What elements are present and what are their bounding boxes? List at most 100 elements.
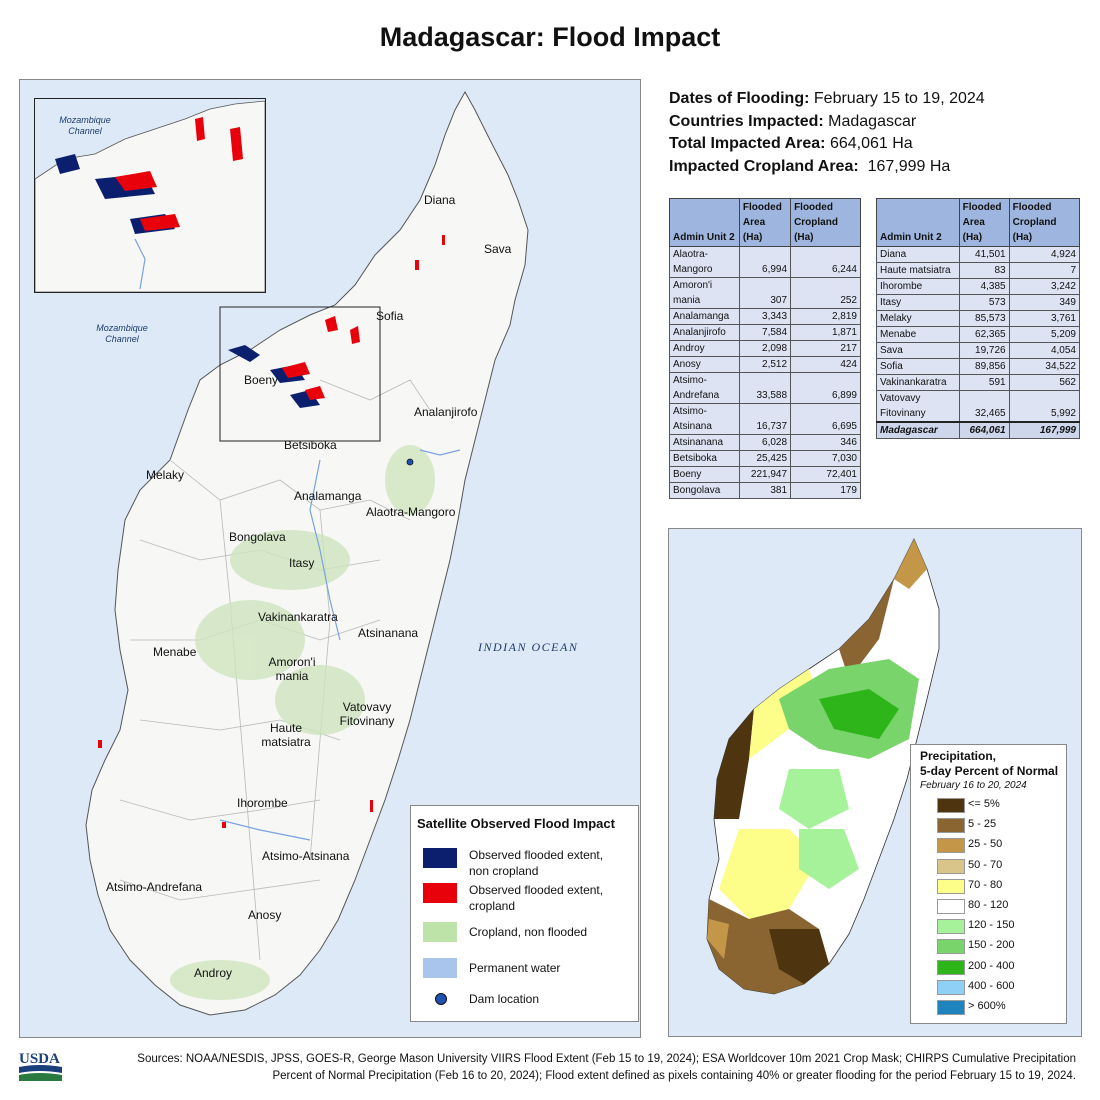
precip-legend-item: 400 - 600 bbox=[911, 977, 1066, 997]
table-row: Alaotra-Mangoro 6,994 6,244 bbox=[669, 246, 861, 278]
table-row: Melaky 85,573 3,761 bbox=[876, 310, 1081, 327]
legend-swatch bbox=[423, 922, 457, 942]
table-row: Anosy 2,512 424 bbox=[669, 356, 861, 373]
region-label-sofia: Sofia bbox=[376, 309, 404, 323]
region-label-androy: Androy bbox=[194, 966, 233, 980]
dates-value: February 15 to 19, 2024 bbox=[813, 90, 985, 107]
table-row: Haute matsiatra 83 7 bbox=[876, 262, 1081, 279]
inset-map: Mozambique Channel bbox=[34, 98, 266, 293]
legend-label: 5 - 25 bbox=[968, 818, 997, 831]
flood-summary: Dates of Flooding: February 15 to 19, 20… bbox=[669, 90, 985, 175]
dam-location-marker bbox=[406, 458, 414, 466]
precip-legend-item: 25 - 50 bbox=[911, 835, 1066, 855]
legend-swatch bbox=[423, 848, 457, 868]
precip-legend-item: 70 - 80 bbox=[911, 876, 1066, 896]
dam-icon bbox=[435, 993, 447, 1005]
precip-legend-item: 5 - 25 bbox=[911, 815, 1066, 835]
madagascar-outline bbox=[85, 90, 529, 1016]
svg-text:USDA: USDA bbox=[19, 1051, 60, 1067]
region-label-ihorombe: Ihorombe bbox=[237, 796, 288, 810]
region-label-haute-matsiatra: Haute matsiatra bbox=[261, 721, 311, 749]
legend-swatch bbox=[937, 818, 965, 834]
table-row: Sava 19,726 4,054 bbox=[876, 342, 1081, 359]
legend-label: 150 - 200 bbox=[968, 939, 1015, 952]
table-row: Menabe 62,365 5,209 bbox=[876, 326, 1081, 343]
region-label-vatovavy-fitovinany: Vatovavy Fitovinany bbox=[339, 700, 395, 728]
table-row: Atsinanana 6,028 346 bbox=[669, 434, 861, 451]
region-label-anosy: Anosy bbox=[248, 908, 282, 922]
legend-swatch bbox=[423, 883, 457, 903]
legend-swatch bbox=[937, 979, 965, 995]
table-row: Sofia 89,856 34,522 bbox=[876, 358, 1081, 375]
legend-swatch bbox=[937, 919, 965, 935]
region-label-atsinanana: Atsinanana bbox=[358, 626, 419, 640]
region-label-alaotra-mangoro: Alaotra-Mangoro bbox=[366, 505, 456, 519]
ocean-label: INDIAN OCEAN bbox=[478, 640, 579, 654]
usda-logo: USDA bbox=[19, 1051, 62, 1081]
precip-legend-item: 200 - 400 bbox=[911, 957, 1066, 977]
legend-label: 200 - 400 bbox=[968, 959, 1015, 972]
legend-swatch bbox=[423, 958, 457, 978]
legend-swatch bbox=[937, 898, 965, 914]
table-row: Atsimo-Atsinana 16,737 6,695 bbox=[669, 403, 861, 435]
legend-label: 80 - 120 bbox=[968, 898, 1009, 911]
legend-label: 120 - 150 bbox=[968, 919, 1015, 932]
precip-legend-item: 80 - 120 bbox=[911, 896, 1066, 916]
admin-table-left: Admin Unit 2 Flooded Area (Ha) Flooded C… bbox=[669, 198, 861, 499]
table-row: Analanjirofo 7,584 1,871 bbox=[669, 324, 861, 341]
region-label-itasy: Itasy bbox=[289, 556, 315, 570]
legend-swatch bbox=[937, 999, 965, 1015]
table-row: Bongolava 381 179 bbox=[669, 482, 861, 499]
precip-legend-item: > 600% bbox=[911, 997, 1066, 1017]
table-row: Vatovavy Fitovinany 32,465 5,992 bbox=[876, 390, 1081, 423]
precipitation-map[interactable] bbox=[668, 528, 1082, 1037]
admin-table-right: Admin Unit 2 Flooded Area (Ha) Flooded C… bbox=[876, 198, 1081, 439]
channel-label: Mozambique Channel bbox=[96, 323, 148, 344]
precip-legend-item: <= 5% bbox=[911, 795, 1066, 815]
region-label-boeny: Boeny bbox=[244, 373, 279, 387]
region-label-atsimo-andrefana: Atsimo-Andrefana bbox=[106, 880, 203, 894]
countries-value: Madagascar bbox=[828, 112, 917, 130]
legend-label: <= 5% bbox=[968, 798, 1000, 810]
region-label-melaky: Melaky bbox=[146, 468, 185, 482]
legend-label: > 600% bbox=[968, 999, 1006, 1012]
total-area-value: 664,061 Ha bbox=[829, 135, 913, 152]
precip-legend-item: 120 - 150 bbox=[911, 916, 1066, 936]
table-row: Atsimo-Andrefana 33,588 6,899 bbox=[669, 372, 861, 404]
region-label-vakinankaratra: Vakinankaratra bbox=[258, 610, 338, 624]
table-row: Itasy 573 349 bbox=[876, 294, 1081, 311]
region-label-diana: Diana bbox=[424, 193, 456, 207]
legend-swatch bbox=[937, 798, 965, 813]
table-row: Boeny 221,947 72,401 bbox=[669, 466, 861, 483]
region-label-analamanga: Analamanga bbox=[294, 489, 362, 503]
legend-swatch bbox=[937, 838, 965, 854]
inset-channel-label: Mozambique Channel bbox=[59, 115, 111, 136]
precipitation-legend: Precipitation, 5-day Percent of Normal Fe… bbox=[910, 744, 1067, 1024]
flood-legend: Satellite Observed Flood Impact Observed… bbox=[410, 805, 639, 1022]
region-label-menabe: Menabe bbox=[153, 645, 197, 659]
cropland-area-value: 167,999 Ha bbox=[867, 157, 951, 175]
region-label-amoroni-mania: Amoron'i mania bbox=[268, 655, 316, 683]
table-row: Androy 2,098 217 bbox=[669, 340, 861, 357]
table-total-row: Madagascar 664,061 167,999 bbox=[876, 421, 1081, 439]
precip-legend-item: 150 - 200 bbox=[911, 936, 1066, 956]
precip-legend-item: 50 - 70 bbox=[911, 856, 1066, 876]
table-row: Ihorombe 4,385 3,242 bbox=[876, 278, 1081, 295]
legend-label: 400 - 600 bbox=[968, 979, 1015, 992]
region-label-bongolava: Bongolava bbox=[229, 530, 286, 544]
legend-swatch bbox=[937, 959, 965, 975]
table-row: Vakinankaratra 591 562 bbox=[876, 374, 1081, 391]
legend-label: 50 - 70 bbox=[968, 858, 1003, 871]
region-label-sava: Sava bbox=[484, 242, 512, 256]
legend-label: 25 - 50 bbox=[968, 838, 1003, 851]
table-row: Diana 41,501 4,924 bbox=[876, 246, 1081, 263]
table-row: Analamanga 3,343 2,819 bbox=[669, 308, 861, 325]
table-row: Amoron'i mania 307 252 bbox=[669, 277, 861, 309]
region-label-betsiboka: Betsiboka bbox=[284, 438, 337, 452]
main-map[interactable]: Mozambique Channel Mozambique Channel INDI… bbox=[19, 79, 641, 1038]
legend-swatch bbox=[937, 858, 965, 874]
table-row: Betsiboka 25,425 7,030 bbox=[669, 450, 861, 467]
region-label-analanjirofo: Analanjirofo bbox=[414, 405, 478, 419]
map-title: Madagascar: Flood Impact bbox=[379, 22, 721, 52]
legend-label: 70 - 80 bbox=[968, 878, 1003, 891]
